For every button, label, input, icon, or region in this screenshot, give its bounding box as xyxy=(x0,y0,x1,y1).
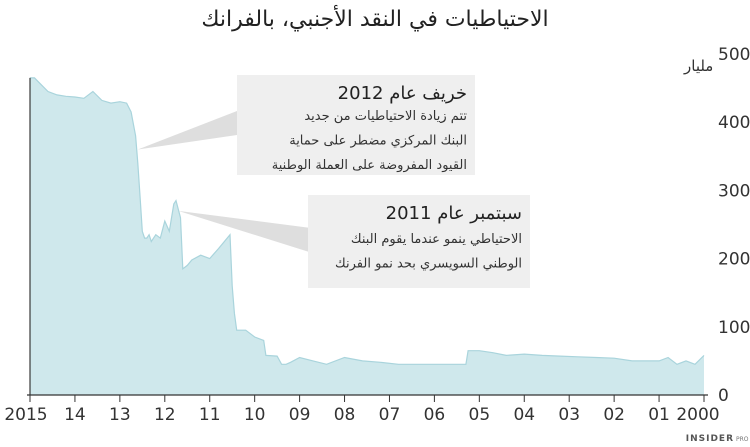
annotation-box xyxy=(308,195,530,288)
y-tick-label: 0 xyxy=(718,386,729,406)
x-tick-label: 11 xyxy=(199,405,221,425)
x-tick-label: 2015 xyxy=(4,405,47,425)
x-tick-label: 10 xyxy=(244,405,266,425)
y-tick-label: 500 xyxy=(718,45,750,65)
y-axis: 0 100 200 300 400 500 xyxy=(718,45,750,406)
y-tick-label: 300 xyxy=(718,181,750,201)
annotation-line: البنك المركزي مضطر على حماية xyxy=(289,134,467,149)
x-tick-label: 01 xyxy=(648,405,670,425)
x-axis: 2015 14 13 12 11 10 09 08 07 06 05 04 03 02 01 2000 xyxy=(4,395,720,425)
brand-logo: INSIDER PRO xyxy=(686,434,749,444)
x-tick-label: 03 xyxy=(558,405,580,425)
line-series-0 xyxy=(30,77,705,365)
x-tick-label: 02 xyxy=(603,405,625,425)
annotation-pointer xyxy=(178,210,308,252)
y-tick-label: 400 xyxy=(718,113,750,133)
y-unit-label: مليار xyxy=(683,57,713,75)
chart-title: الاحتياطيات في النقد الأجنبي، بالفرانك xyxy=(201,5,548,32)
brand-name: INSIDER xyxy=(686,434,734,444)
area-series-0 xyxy=(30,77,704,396)
y-tick-label: 200 xyxy=(718,250,750,270)
x-tick-label: 08 xyxy=(334,405,356,425)
x-tick-label: 14 xyxy=(64,405,86,425)
x-tick-label: 2000 xyxy=(676,405,719,425)
annotation-title: خريف عام 2012 xyxy=(338,83,467,104)
y-tick-label: 100 xyxy=(718,318,750,338)
x-tick-label: 13 xyxy=(109,405,131,425)
x-tick-label: 07 xyxy=(379,405,401,425)
x-tick-label: 05 xyxy=(469,405,491,425)
annotation-2: سبتمبر عام 2011 الاحتياطي ينمو عندما يقوم… xyxy=(178,195,530,288)
x-tick-label: 12 xyxy=(154,405,176,425)
plot-area xyxy=(29,77,705,396)
annotation-line: تتم زيادة الاحتياطيات من جديد xyxy=(304,109,467,124)
x-tick-label: 09 xyxy=(289,405,311,425)
brand-sub: PRO xyxy=(736,436,749,443)
x-tick-label: 06 xyxy=(424,405,446,425)
annotation-line: القيود المفروضة على العملة الوطنية xyxy=(272,158,467,173)
x-tick-label: 04 xyxy=(513,405,535,425)
annotation-line: الوطني السويسري بحد نمو الفرنك xyxy=(335,257,522,272)
annotations: خريف عام 2012 تتم زيادة الاحتياطيات من جد… xyxy=(137,75,530,288)
annotation-pointer xyxy=(137,111,237,150)
annotation-box xyxy=(237,75,475,175)
annotation-line: الاحتياطي ينمو عندما يقوم البنك xyxy=(351,232,522,247)
annotation-title: سبتمبر عام 2011 xyxy=(386,203,522,224)
annotation-1: خريف عام 2012 تتم زيادة الاحتياطيات من جد… xyxy=(137,75,475,175)
